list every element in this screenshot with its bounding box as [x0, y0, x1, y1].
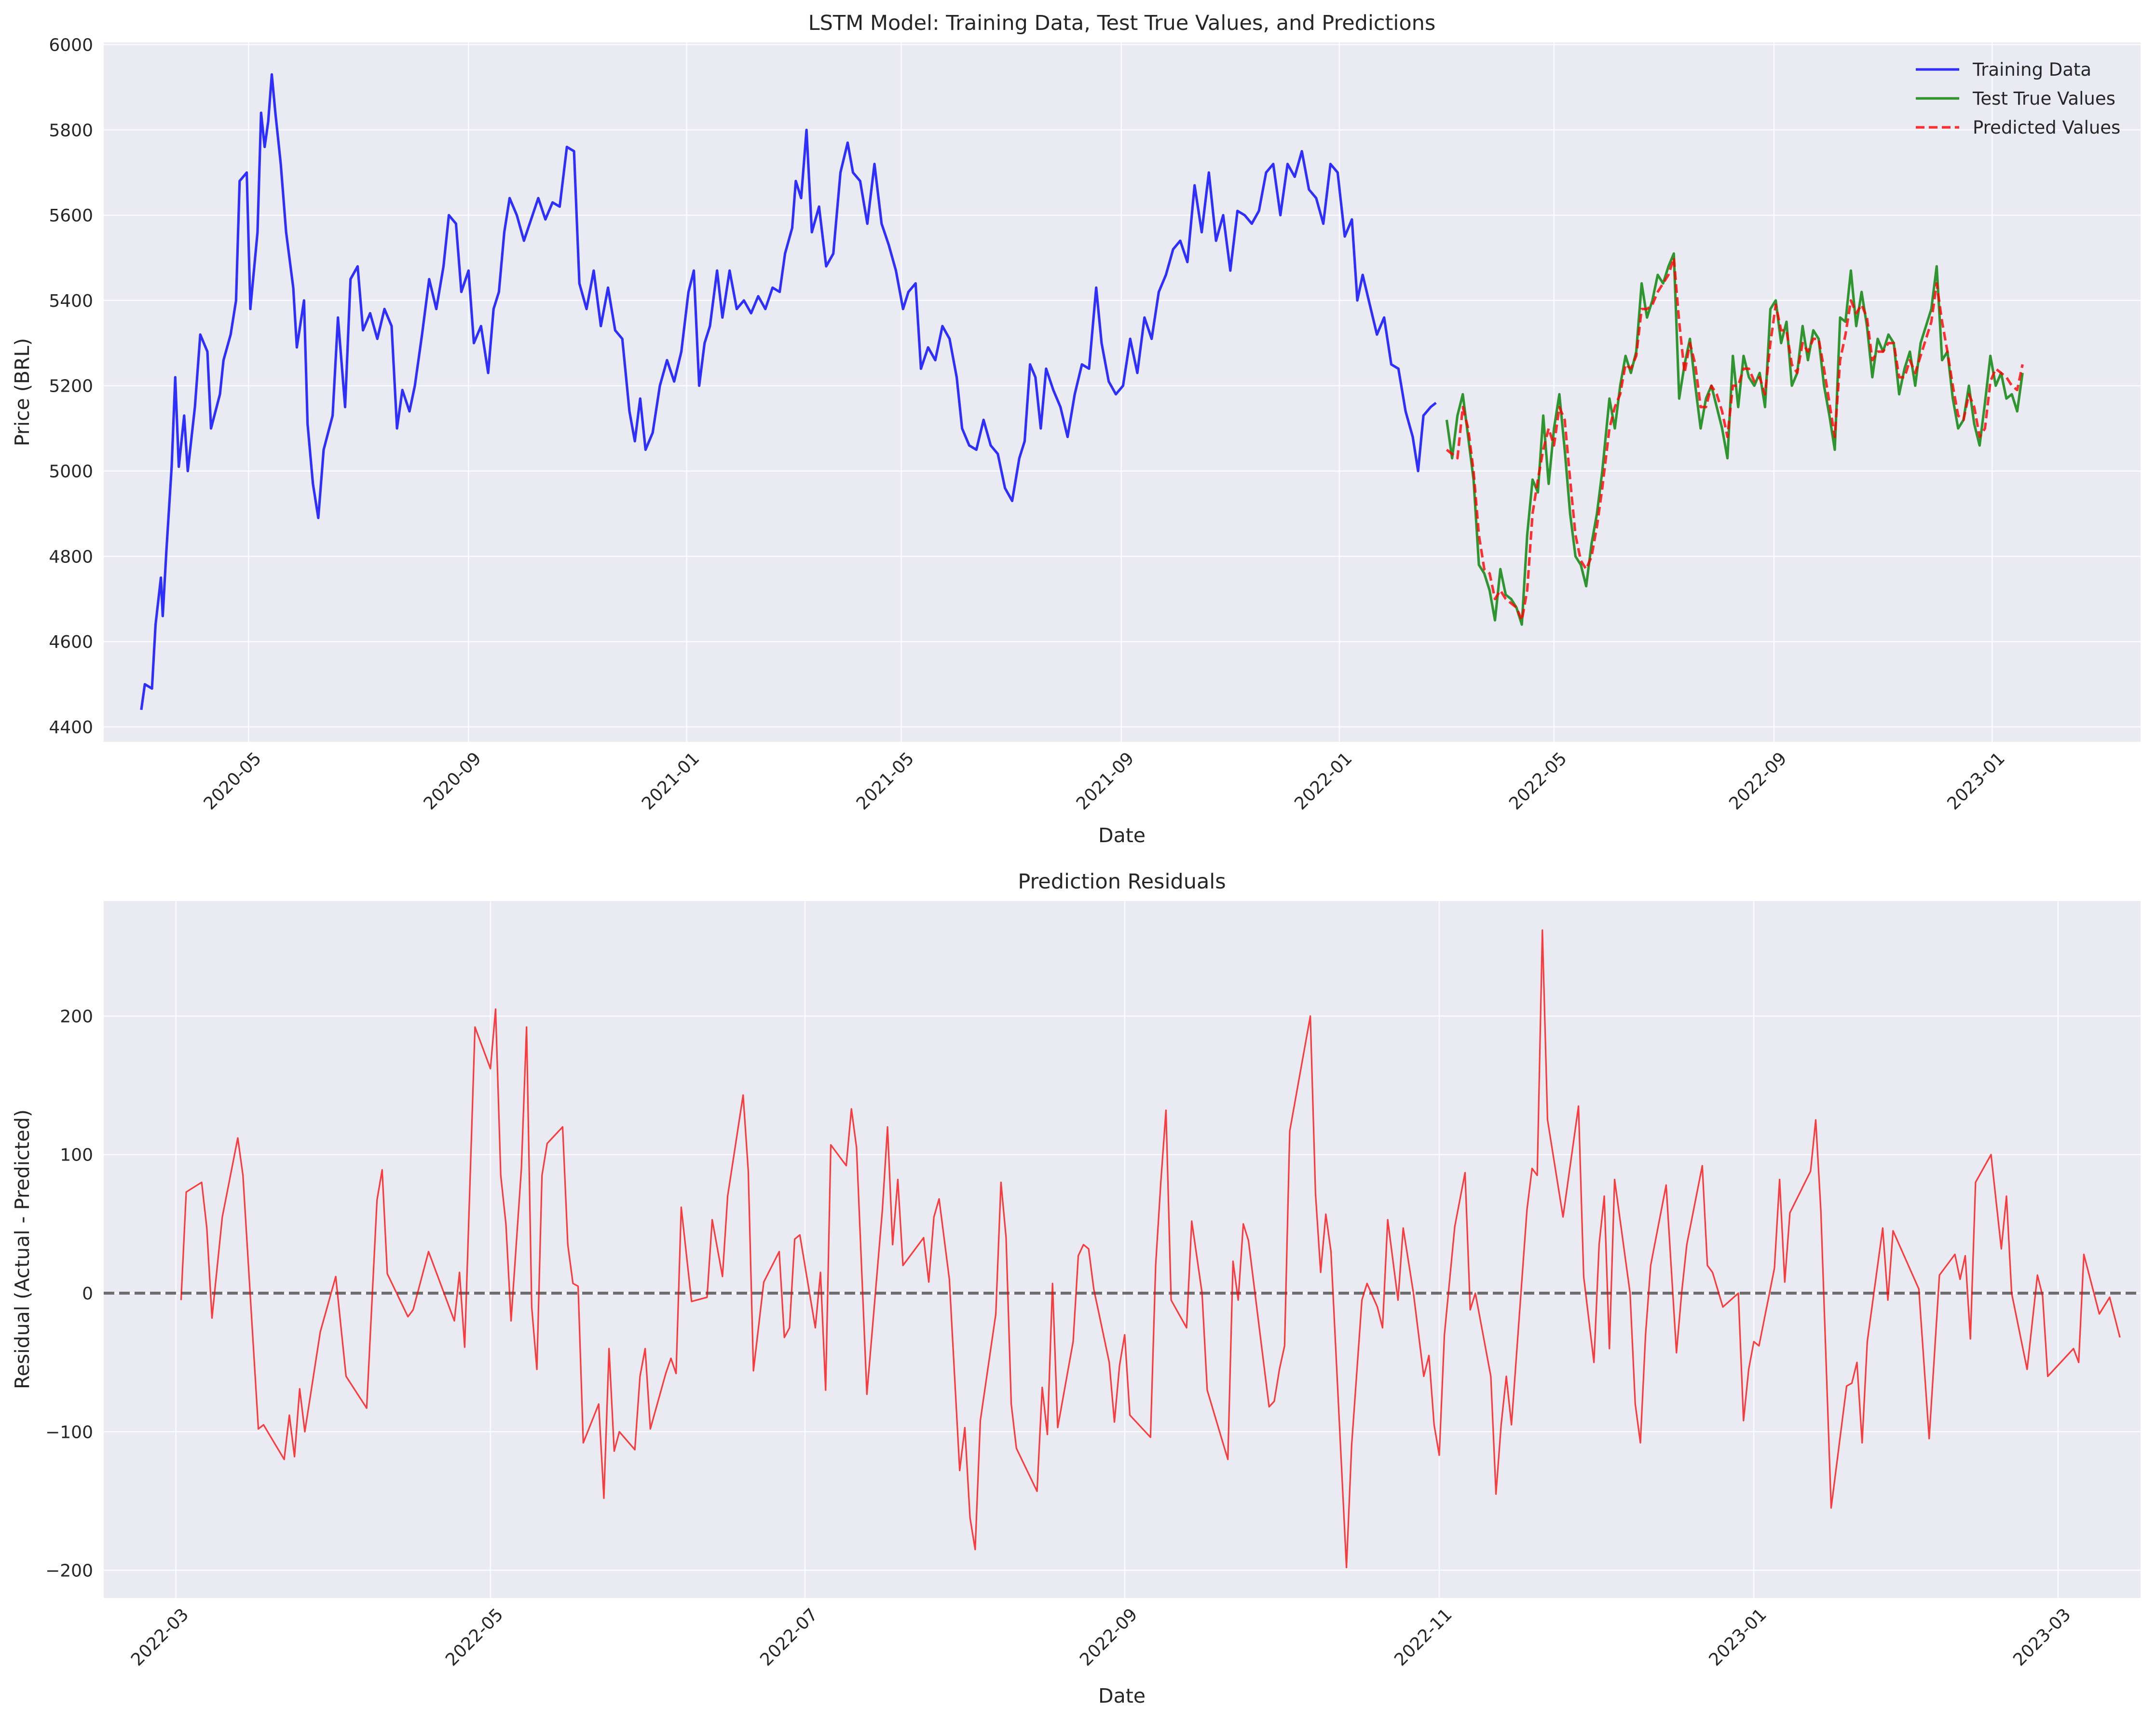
y-tick-label: 4400 — [49, 718, 93, 738]
x-tick-label: 2022-05 — [1505, 749, 1570, 814]
y-tick-label: 4600 — [49, 632, 93, 652]
y-tick-label: 5000 — [49, 462, 93, 482]
residuals-chart-plot-area — [104, 901, 2141, 1598]
residuals-chart-series — [180, 929, 2121, 1569]
y-tick-label: 6000 — [49, 35, 93, 55]
y-tick-label: 100 — [60, 1146, 93, 1165]
legend-label-test-true-values: Test True Values — [1972, 88, 2115, 109]
legend-label-training-data: Training Data — [1972, 59, 2091, 80]
y-tick-label: 4800 — [49, 547, 93, 567]
residuals-chart-y-ticks: −200 −100 0 100 200 — [45, 1007, 93, 1581]
price-chart-title: LSTM Model: Training Data, Test True Val… — [808, 11, 1436, 35]
price-chart-panel: 4400 4600 4800 5000 5200 5400 5600 5800 6000 202… — [11, 11, 2141, 847]
y-tick-label: −200 — [45, 1561, 93, 1581]
x-tick-label: 2021-01 — [638, 749, 703, 814]
y-tick-label: −100 — [45, 1422, 93, 1442]
y-tick-label: 5200 — [49, 377, 93, 396]
price-chart-series — [140, 73, 2024, 710]
x-tick-label: 2022-09 — [1076, 1605, 1141, 1670]
y-tick-label: 200 — [60, 1007, 93, 1026]
x-tick-label: 2022-09 — [1725, 749, 1790, 814]
legend-label-predicted-values: Predicted Values — [1973, 117, 2120, 138]
residuals-chart-grid — [104, 901, 2141, 1598]
y-tick-label: 5400 — [49, 291, 93, 311]
x-tick-label: 2021-05 — [853, 749, 918, 814]
x-tick-label: 2022-11 — [1391, 1605, 1456, 1670]
x-tick-label: 2021-09 — [1073, 749, 1138, 814]
x-tick-label: 2020-05 — [200, 749, 265, 814]
series-line-predicted-values — [1446, 256, 2024, 622]
residuals-chart-x-axis-label: Date — [1098, 1684, 1146, 1707]
y-tick-label: 5800 — [49, 121, 93, 140]
residuals-chart-title: Prediction Residuals — [1018, 870, 1226, 894]
price-chart-plot-area — [104, 42, 2141, 742]
x-tick-label: 2022-01 — [1291, 749, 1356, 814]
x-tick-label: 2022-03 — [127, 1605, 192, 1670]
y-tick-label: 0 — [82, 1284, 93, 1304]
price-chart-x-ticks: 2020-05 2020-09 2021-01 2021-05 2021-09 2022-… — [200, 749, 2009, 814]
series-line-residuals — [180, 929, 2121, 1569]
price-chart-legend: Training Data Test True Values Predicted… — [1916, 59, 2120, 138]
price-chart-y-ticks: 4400 4600 4800 5000 5200 5400 5600 5800 6000 — [49, 35, 93, 738]
residuals-chart-x-ticks: 2022-03 2022-05 2022-07 2022-09 2022-11 2023-… — [127, 1605, 2075, 1670]
x-tick-label: 2020-09 — [420, 749, 485, 814]
x-tick-label: 2022-05 — [442, 1605, 507, 1670]
x-tick-label: 2022-07 — [756, 1605, 821, 1670]
residuals-chart-y-axis-label: Residual (Actual - Predicted) — [11, 1109, 34, 1389]
x-tick-label: 2023-01 — [1705, 1605, 1770, 1670]
y-tick-label: 5600 — [49, 206, 93, 226]
x-tick-label: 2023-01 — [1944, 749, 2009, 814]
price-chart-y-axis-label: Price (BRL) — [11, 338, 34, 447]
x-tick-label: 2023-03 — [2009, 1605, 2074, 1670]
price-chart-x-axis-label: Date — [1098, 824, 1146, 847]
series-line-test-true-values — [1445, 252, 2024, 626]
series-line-training-data — [140, 73, 1437, 710]
